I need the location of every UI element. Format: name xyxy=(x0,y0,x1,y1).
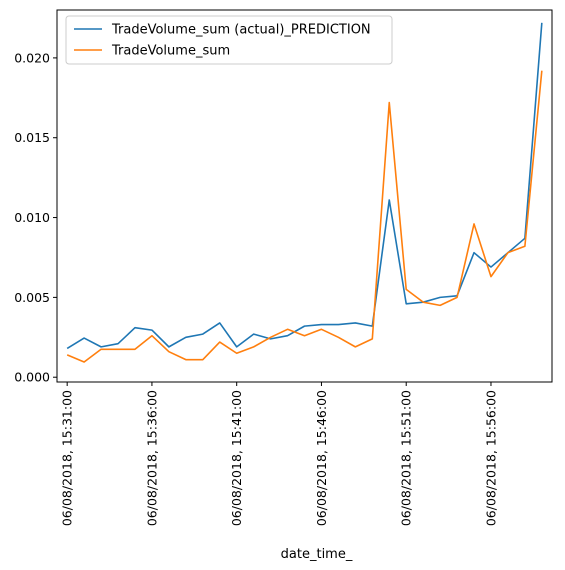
y-tick-label: 0.015 xyxy=(14,130,50,145)
y-tick-label: 0.010 xyxy=(14,210,50,225)
y-axis: 0.000 0.005 0.010 0.015 0.020 xyxy=(14,50,57,384)
y-tick-label: 0.000 xyxy=(14,370,50,385)
y-tick-label: 0.020 xyxy=(14,50,50,65)
x-tick-label: 06/08/2018, 15:51:00 xyxy=(399,390,414,526)
x-tick-label: 06/08/2018, 15:41:00 xyxy=(229,390,244,526)
x-tick-label: 06/08/2018, 15:56:00 xyxy=(483,390,498,526)
x-tick-label: 06/08/2018, 15:46:00 xyxy=(314,390,329,526)
plot-lines xyxy=(67,23,542,362)
x-tick-label: 06/08/2018, 15:36:00 xyxy=(144,390,159,526)
series-line-2 xyxy=(67,71,542,362)
legend-label: TradeVolume_sum (actual)_PREDICTION xyxy=(111,23,371,38)
x-tick-label: 06/08/2018, 15:31:00 xyxy=(60,390,75,526)
legend-label: TradeVolume_sum xyxy=(111,44,230,59)
legend: TradeVolume_sum (actual)_PREDICTION Trade… xyxy=(66,16,392,64)
x-axis-title: date_time_ xyxy=(281,547,353,562)
series-line-1 xyxy=(67,23,542,349)
y-tick-label: 0.005 xyxy=(14,290,50,305)
x-axis: 06/08/2018, 15:31:00 06/08/2018, 15:36:00… xyxy=(60,382,499,526)
